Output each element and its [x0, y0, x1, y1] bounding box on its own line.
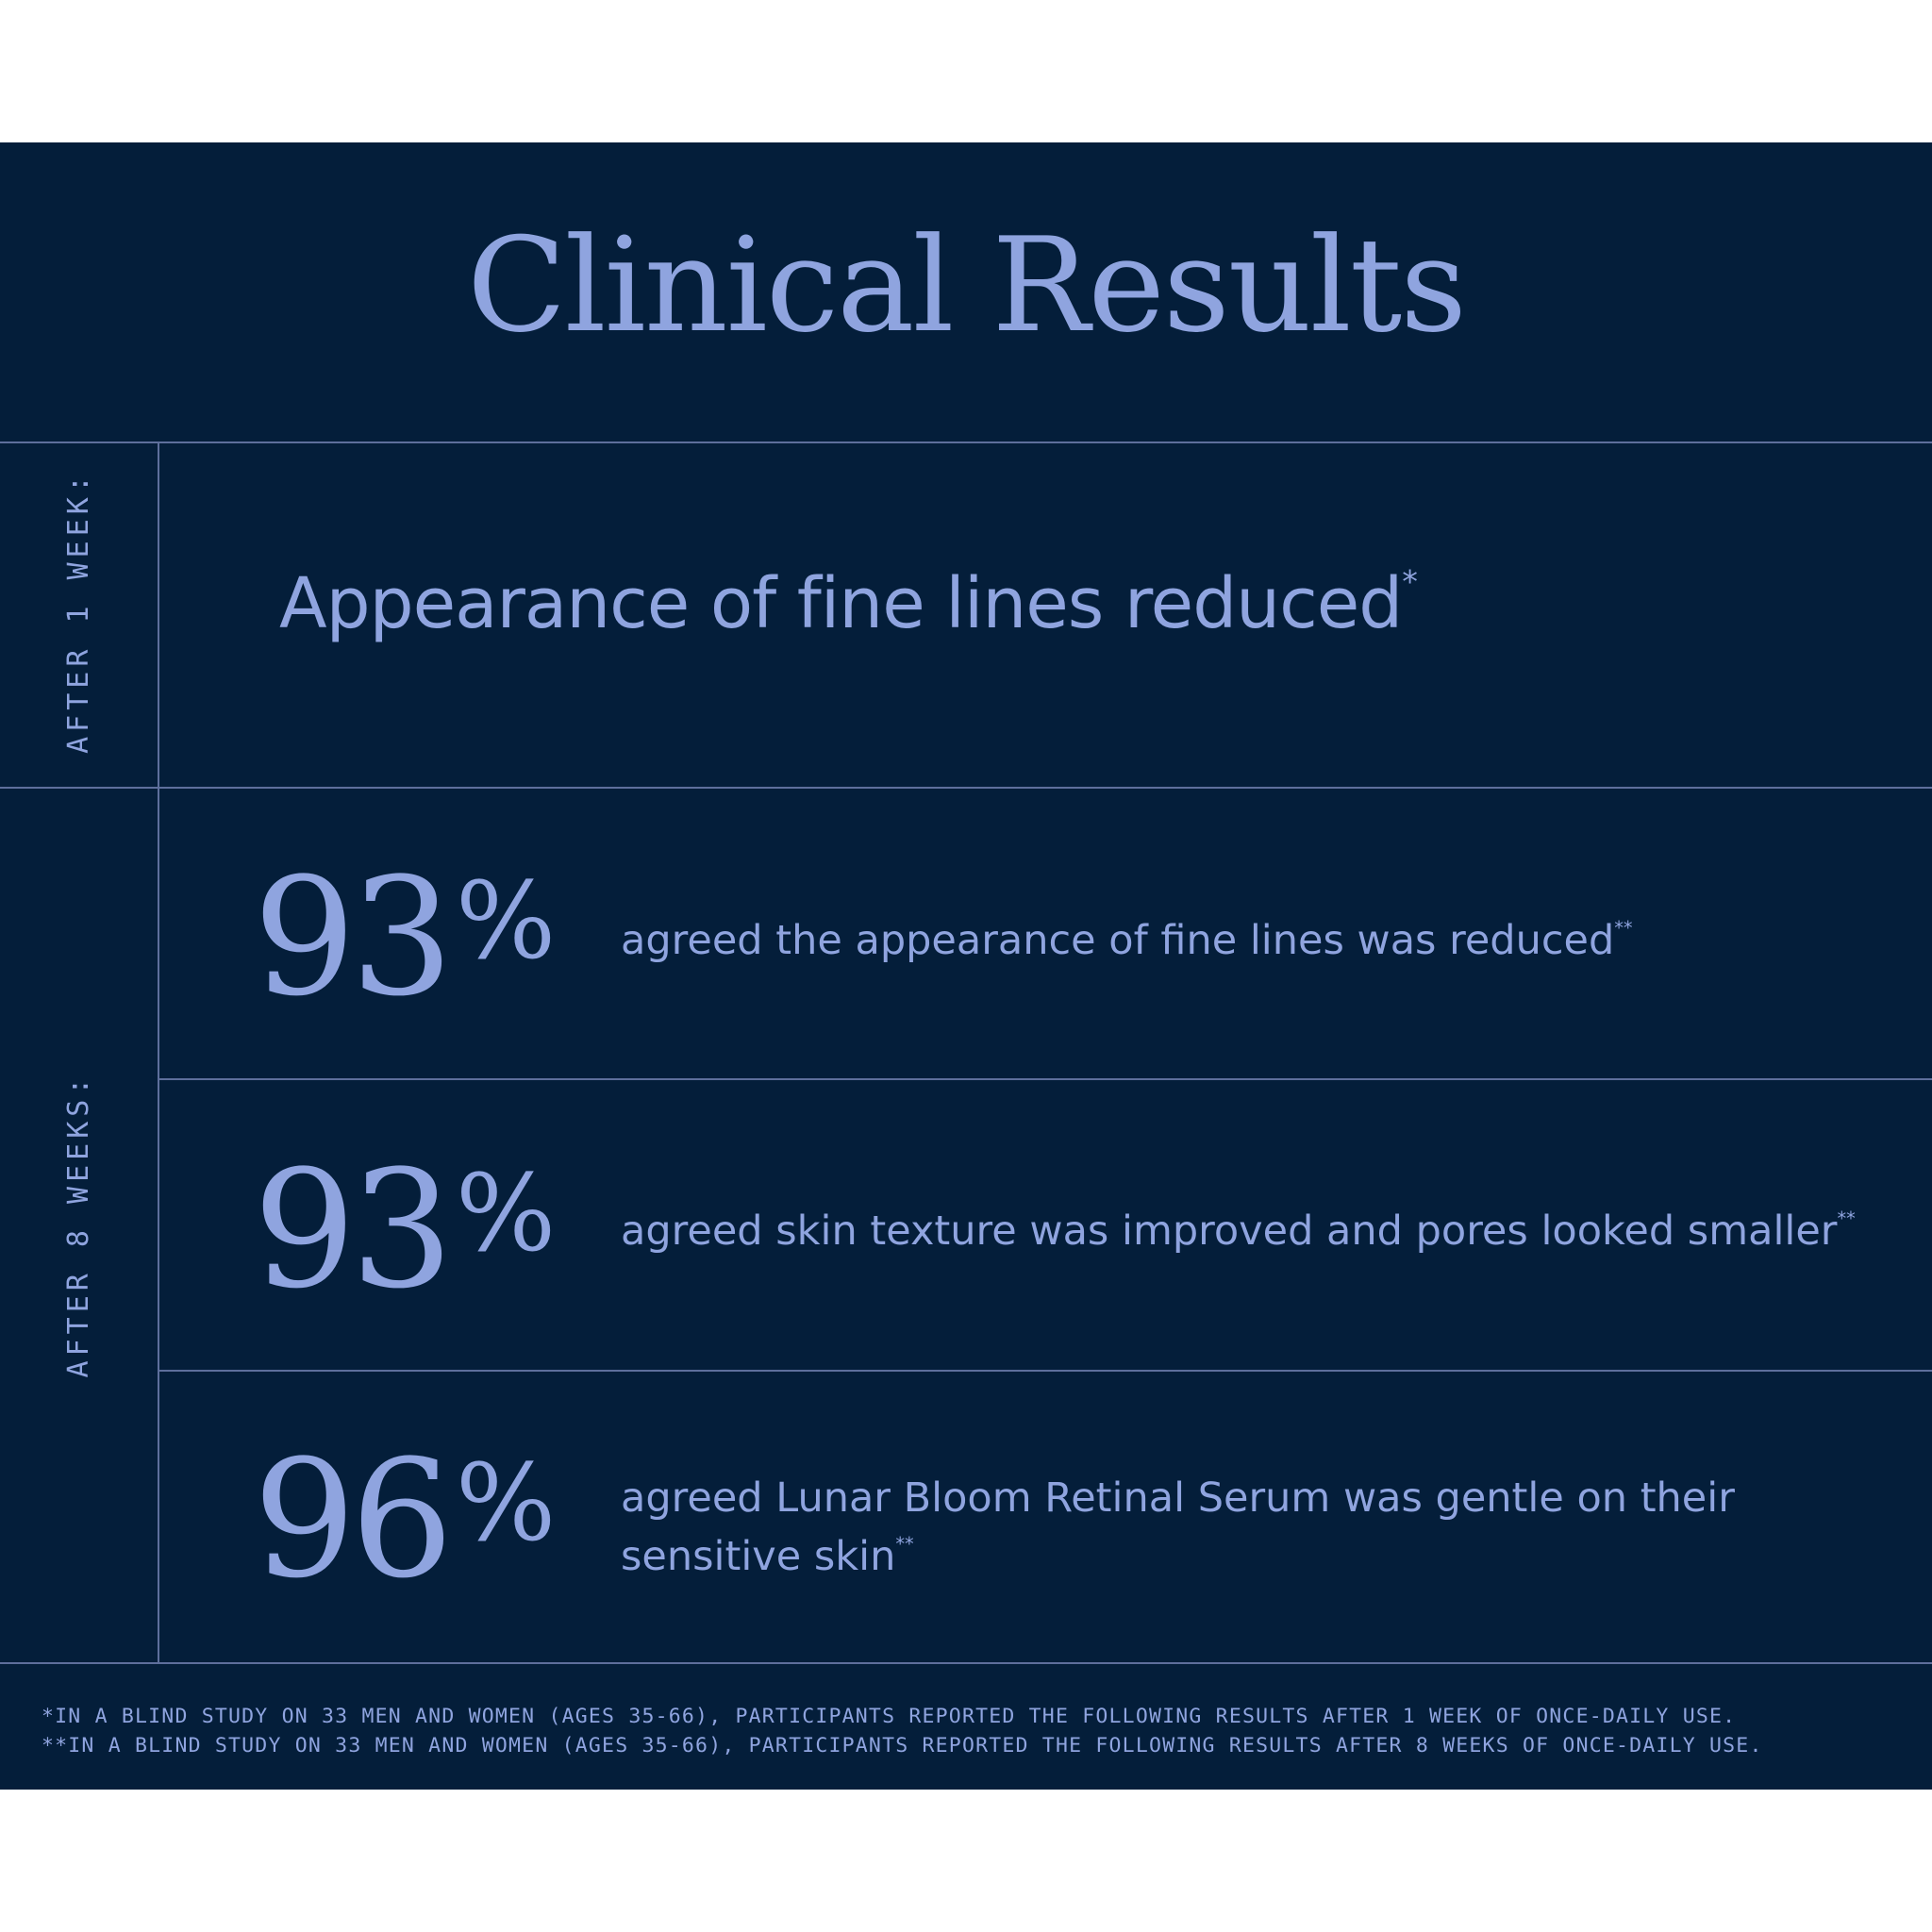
- week1-result: Appearance of fine lines reduced*: [279, 566, 1418, 639]
- percent-sign: %: [455, 1153, 557, 1275]
- percent-sign: %: [455, 860, 557, 983]
- week1-result-text: Appearance of fine lines reduced: [279, 563, 1403, 644]
- footnote-marker: **: [895, 1532, 914, 1555]
- stat-text: agreed the appearance of fine lines was …: [621, 917, 1615, 964]
- stat-number: 93: [253, 1135, 454, 1324]
- percent-sign: %: [455, 1442, 557, 1565]
- footnote-marker: **: [1614, 916, 1633, 939]
- divider-bottom: [0, 1662, 1932, 1664]
- section-label-week1: AFTER 1 WEEK:: [62, 471, 95, 754]
- stat-description-1: agreed the appearance of fine lines was …: [621, 911, 1633, 977]
- stat-value-1: 93%: [253, 857, 556, 1019]
- stat-number: 96: [253, 1424, 454, 1614]
- stat-description-2: agreed skin texture was improved and por…: [621, 1202, 1856, 1268]
- stat-value-3: 96%: [253, 1439, 556, 1601]
- divider-week-sections: [0, 787, 1932, 789]
- stat-text: sensitive skin: [621, 1533, 896, 1580]
- clinical-results-panel: [0, 142, 1932, 1790]
- stat-number: 93: [253, 842, 454, 1032]
- divider-stat-1: [158, 1078, 1932, 1080]
- divider-top: [0, 441, 1932, 443]
- stat-value-2: 93%: [253, 1149, 556, 1311]
- footnote-1: *IN A BLIND STUDY ON 33 MEN AND WOMEN (A…: [42, 1705, 1737, 1728]
- footnote-2: **IN A BLIND STUDY ON 33 MEN AND WOMEN (…: [42, 1734, 1763, 1757]
- footnote-marker: *: [1402, 563, 1418, 601]
- stat-description-3: agreed Lunar Bloom Retinal Serum was gen…: [621, 1469, 1735, 1593]
- stat-text-line-2: sensitive skin**: [621, 1527, 1735, 1593]
- divider-stat-2: [158, 1370, 1932, 1372]
- divider-vertical: [158, 442, 159, 1662]
- page-title: Clinical Results: [466, 209, 1467, 361]
- stat-text-line-1: agreed Lunar Bloom Retinal Serum was gen…: [621, 1474, 1735, 1522]
- stat-text: agreed skin texture was improved and por…: [621, 1208, 1838, 1255]
- section-label-week8: AFTER 8 WEEKS:: [62, 1073, 95, 1378]
- footnote-marker: **: [1837, 1207, 1856, 1229]
- footnotes: *IN A BLIND STUDY ON 33 MEN AND WOMEN (A…: [42, 1702, 1763, 1760]
